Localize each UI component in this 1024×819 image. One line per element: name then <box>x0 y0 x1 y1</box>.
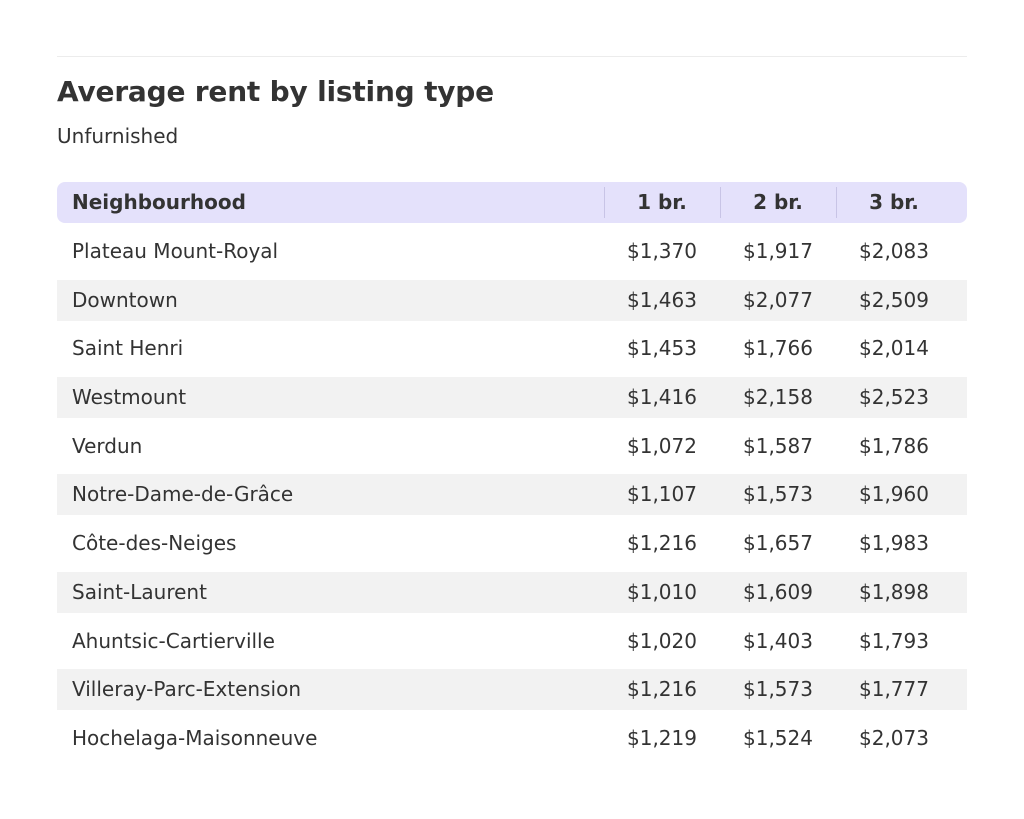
table-row: Downtown $1,463 $2,077 $2,509 <box>57 279 967 321</box>
rent-cell: $2,158 <box>743 385 813 410</box>
rent-cell: $2,083 <box>859 239 929 263</box>
chart-subtitle: Unfurnished <box>57 124 179 148</box>
neighbourhood-cell: Villeray-Parc-Extension <box>72 677 301 702</box>
top-divider <box>57 56 967 57</box>
rent-cell: $1,983 <box>859 531 929 556</box>
table-row: Saint Henri $1,453 $1,766 $2,014 <box>57 328 967 369</box>
column-divider <box>720 187 721 218</box>
neighbourhood-cell: Notre-Dame-de-Grâce <box>72 482 294 507</box>
column-divider <box>604 187 605 218</box>
neighbourhood-cell: Côte-des-Neiges <box>72 531 237 556</box>
rent-cell: $1,107 <box>627 482 697 507</box>
rent-cell: $1,010 <box>627 579 697 604</box>
rent-cell: $2,014 <box>859 336 929 361</box>
neighbourhood-cell: Plateau Mount-Royal <box>72 239 279 263</box>
chart-title: Average rent by listing type <box>57 75 494 108</box>
rent-cell: $1,453 <box>627 336 697 361</box>
table-header-row: Neighbourhood 1 br. 2 br. 3 br. <box>57 182 967 223</box>
neighbourhood-cell: Saint Henri <box>72 336 184 361</box>
neighbourhood-cell: Ahuntsic-Cartierville <box>72 628 275 653</box>
column-header: 3 br. <box>869 190 919 214</box>
column-header: 2 br. <box>753 190 803 214</box>
rent-cell: $1,072 <box>627 433 697 458</box>
rent-cell: $1,917 <box>743 239 813 263</box>
rent-cell: $1,793 <box>859 628 929 653</box>
rent-cell: $1,766 <box>743 336 813 361</box>
column-header: 1 br. <box>637 190 687 214</box>
rent-cell: $1,777 <box>859 677 929 702</box>
rent-cell: $1,524 <box>743 725 813 750</box>
table-row: Westmount $1,416 $2,158 $2,523 <box>57 377 967 419</box>
rent-cell: $1,657 <box>743 531 813 556</box>
rent-cell: $1,370 <box>627 239 697 263</box>
rent-cell: $2,077 <box>743 287 813 312</box>
table-row: Notre-Dame-de-Grâce $1,107 $1,573 $1,960 <box>57 474 967 516</box>
table-row: Verdun $1,072 $1,587 $1,786 <box>57 426 967 467</box>
rent-cell: $1,786 <box>859 433 929 458</box>
rent-cell: $2,523 <box>859 385 929 410</box>
rent-table: Neighbourhood 1 br. 2 br. 3 br. Plateau Mou… <box>57 182 967 767</box>
table-row: Côte-des-Neiges $1,216 $1,657 $1,983 <box>57 523 967 564</box>
rent-cell: $1,898 <box>859 579 929 604</box>
rent-cell: $1,020 <box>627 628 697 653</box>
table-body: Plateau Mount-Royal $1,370 $1,917 $2,083 Dow… <box>57 231 967 759</box>
column-header: Neighbourhood <box>72 190 246 214</box>
rent-cell: $1,416 <box>627 385 697 410</box>
rent-cell: $1,573 <box>743 677 813 702</box>
rent-cell: $1,609 <box>743 579 813 604</box>
table-row: Ahuntsic-Cartierville $1,020 $1,403 $1,793 <box>57 621 967 662</box>
table-row: Saint-Laurent $1,010 $1,609 $1,898 <box>57 571 967 613</box>
neighbourhood-cell: Downtown <box>72 287 178 312</box>
table-row: Villeray-Parc-Extension $1,216 $1,573 $1,77… <box>57 669 967 711</box>
table-row: Hochelaga-Maisonneuve $1,219 $1,524 $2,073 <box>57 718 967 759</box>
table-row: Plateau Mount-Royal $1,370 $1,917 $2,083 <box>57 231 967 272</box>
rent-cell: $1,463 <box>627 287 697 312</box>
neighbourhood-cell: Hochelaga-Maisonneuve <box>72 725 318 750</box>
rent-cell: $1,587 <box>743 433 813 458</box>
rent-cell: $1,219 <box>627 725 697 750</box>
rent-cell: $1,960 <box>859 482 929 507</box>
rent-cell: $2,073 <box>859 725 929 750</box>
rent-cell: $1,216 <box>627 677 697 702</box>
neighbourhood-cell: Westmount <box>72 385 187 410</box>
neighbourhood-cell: Verdun <box>72 433 143 458</box>
rent-cell: $1,403 <box>743 628 813 653</box>
rent-cell: $1,573 <box>743 482 813 507</box>
rent-cell: $1,216 <box>627 531 697 556</box>
neighbourhood-cell: Saint-Laurent <box>72 579 207 604</box>
column-divider <box>836 187 837 218</box>
rent-cell: $2,509 <box>859 287 929 312</box>
